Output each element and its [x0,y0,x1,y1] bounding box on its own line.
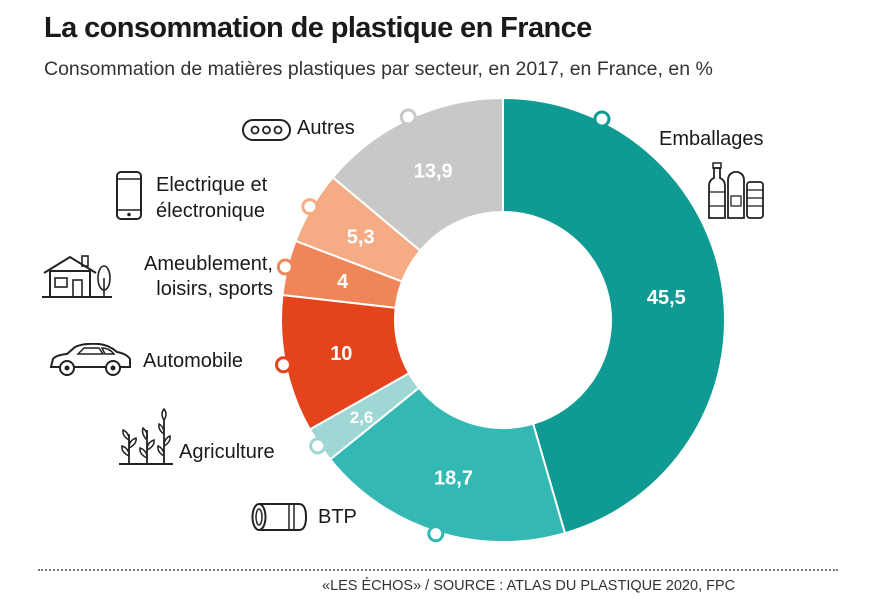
footer-divider [38,569,838,571]
label-btp: BTP [318,506,357,528]
value-label-emballages: 45,5 [647,287,686,309]
label-dot-btp [427,525,445,543]
value-label-agriculture: 2,6 [350,408,374,427]
smartphone-icon [116,171,142,220]
value-label-ameublement: 4 [337,271,349,293]
slice-btp [328,386,567,543]
value-label-autres: 13,9 [414,160,453,182]
chart-title: La consommation de plastique en France [44,12,592,44]
house-icon [42,255,112,298]
label-dot-electrique [301,198,319,216]
slice-emballages [502,96,726,535]
car-icon [49,343,131,376]
label-dot-emballages [593,110,611,128]
label-ameublement-line1: Ameublement, [144,253,273,275]
value-label-btp: 18,7 [434,467,473,489]
label-dot-ameublement [276,258,294,276]
bottles-icon [708,162,764,219]
value-label-electrique: 5,3 [347,226,375,248]
label-electrique-line2: électronique [156,200,265,222]
label-dot-agriculture [309,437,327,455]
pipe-icon [251,503,308,531]
chart-subtitle: Consommation de matières plastiques par … [44,58,713,80]
label-automobile: Automobile [143,350,244,372]
value-label-automobile: 10 [330,343,352,365]
source-note: «LES ÉCHOS» / SOURCE : ATLAS DU PLASTIQU… [322,578,736,594]
label-autres: Autres [297,117,355,139]
label-dot-automobile [275,356,293,374]
slice-autres [331,96,504,253]
label-dot-autres [399,108,417,126]
label-emballages: Emballages [659,128,764,150]
label-electrique-line1: Electrique et [156,174,268,196]
label-agriculture: Agriculture [179,441,275,463]
ellipsis-icon [242,119,291,141]
label-ameublement-line2: loisirs, sports [156,278,273,300]
plants-icon [119,407,173,465]
